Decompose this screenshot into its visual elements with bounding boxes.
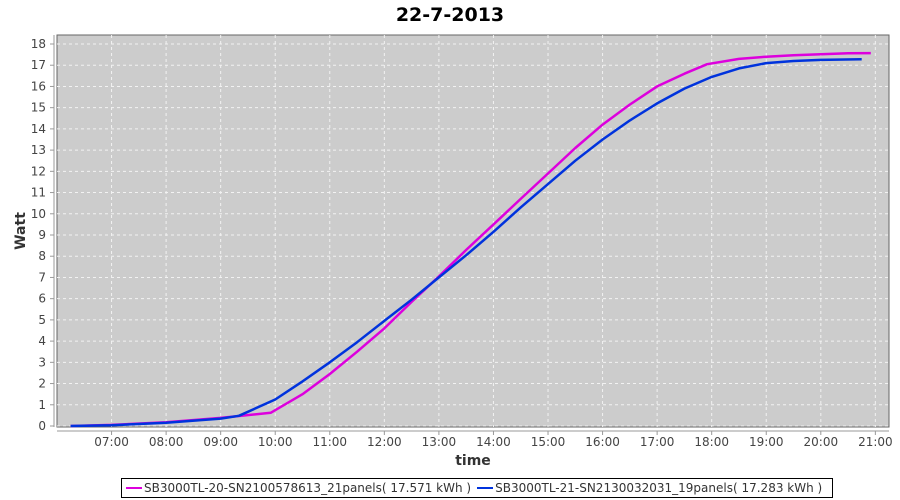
x-tick-label: 21:00 <box>858 435 893 449</box>
plot-area <box>56 34 890 428</box>
grid <box>57 35 889 427</box>
x-tick-label: 09:00 <box>203 435 238 449</box>
legend-item: SB3000TL-21-SN2130032031_19panels( 17.28… <box>477 481 822 495</box>
x-tick-label: 13:00 <box>422 435 457 449</box>
x-tick-label: 15:00 <box>531 435 566 449</box>
series-line-1 <box>70 58 862 428</box>
legend: SB3000TL-20-SN2100578613_21panels( 17.57… <box>121 478 834 498</box>
series-line-0 <box>70 51 871 428</box>
y-tick-label: 9 <box>38 228 46 242</box>
y-axis-label: Watt <box>13 212 29 250</box>
y-tick-label: 16 <box>31 79 46 93</box>
y-tick-label: 11 <box>31 186 46 200</box>
x-tick-label: 14:00 <box>476 435 511 449</box>
x-tick-label: 19:00 <box>749 435 784 449</box>
y-tick-label: 5 <box>38 313 46 327</box>
legend-item: SB3000TL-20-SN2100578613_21panels( 17.57… <box>126 481 471 495</box>
legend-swatch <box>126 487 142 489</box>
x-tick-label: 07:00 <box>94 435 129 449</box>
y-tick-label: 18 <box>31 37 46 51</box>
y-tick-label: 14 <box>31 122 46 136</box>
y-tick-label: 3 <box>38 355 46 369</box>
y-tick-label: 2 <box>38 377 46 391</box>
x-tick-label: 16:00 <box>585 435 620 449</box>
legend-label: SB3000TL-20-SN2100578613_21panels( 17.57… <box>144 481 472 495</box>
y-tick-label: 8 <box>38 249 46 263</box>
x-tick-label: 08:00 <box>149 435 184 449</box>
y-tick-label: 13 <box>31 143 46 157</box>
y-tick-label: 1 <box>38 398 46 412</box>
y-tick-label: 10 <box>31 207 46 221</box>
legend-label: SB3000TL-21-SN2130032031_19panels( 17.28… <box>495 481 823 495</box>
x-tick-label: 18:00 <box>694 435 729 449</box>
y-tick-label: 15 <box>31 101 46 115</box>
series-lines <box>70 51 871 428</box>
y-tick-label: 0 <box>38 419 46 433</box>
legend-swatch <box>477 487 494 489</box>
chart-title: 22-7-2013 <box>396 4 504 26</box>
x-tick-label: 20:00 <box>804 435 839 449</box>
y-tick-label: 7 <box>38 270 46 284</box>
x-tick-label: 11:00 <box>312 435 347 449</box>
y-tick-label: 17 <box>31 58 46 72</box>
y-tick-label: 12 <box>31 164 46 178</box>
y-tick-label: 6 <box>38 292 46 306</box>
x-tick-label: 12:00 <box>367 435 402 449</box>
x-tick-label: 17:00 <box>640 435 675 449</box>
y-tick-label: 4 <box>38 334 46 348</box>
x-axis-label: time <box>455 453 491 469</box>
x-tick-label: 10:00 <box>258 435 293 449</box>
